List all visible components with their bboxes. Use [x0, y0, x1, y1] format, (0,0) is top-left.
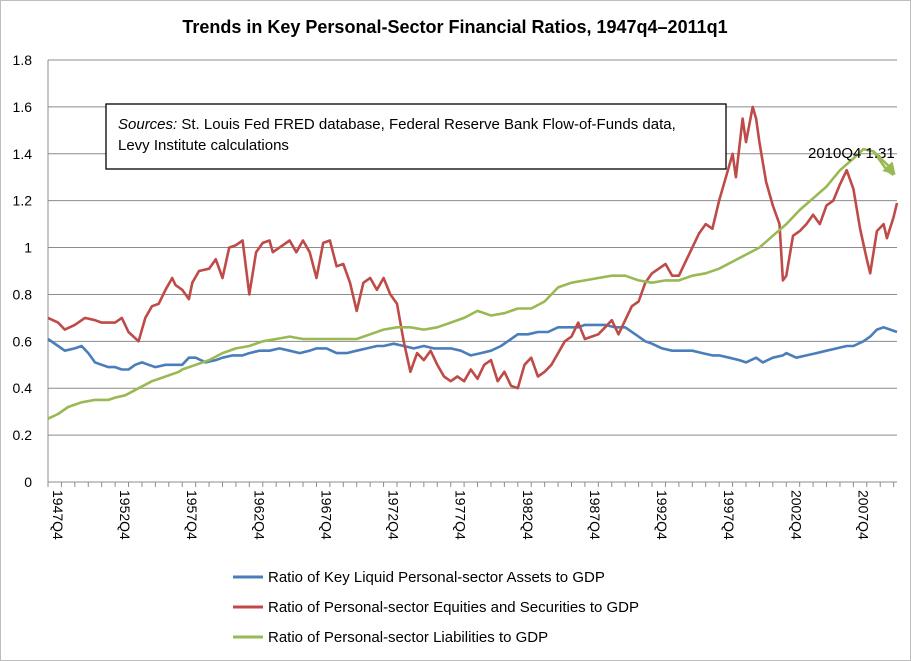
- y-tick-label: 0.6: [13, 333, 33, 349]
- source-box-border: [105, 103, 727, 170]
- x-tick-label: 1992Q4: [654, 490, 670, 540]
- x-tick-label: 1972Q4: [386, 490, 402, 540]
- y-tick-label: 1.2: [13, 193, 33, 209]
- y-tick-label: 1.4: [13, 146, 33, 162]
- x-tick-label: 1997Q4: [721, 490, 737, 540]
- annotation-arrowhead: [882, 161, 896, 175]
- x-tick-label: 2007Q4: [855, 490, 871, 540]
- y-tick-label: 1.6: [13, 99, 33, 115]
- y-tick-label: 0.8: [13, 286, 33, 302]
- annotation-label: 2010Q4 1.31: [808, 145, 895, 162]
- x-tick-label: 1962Q4: [251, 490, 267, 540]
- series-line-equities: [47, 105, 899, 390]
- series-line-liquid-assets: [47, 323, 898, 371]
- x-tick-label: 1982Q4: [520, 490, 536, 540]
- source-line-1: Sources: St. Louis Fed FRED database, Fe…: [118, 116, 676, 133]
- source-box: Sources: St. Louis Fed FRED database, Fe…: [105, 103, 727, 170]
- chart-title: Trends in Key Personal-Sector Financial …: [182, 17, 727, 37]
- legend-label: Ratio of Personal-sector Liabilities to …: [268, 629, 548, 646]
- x-tick-label: 1947Q4: [50, 490, 66, 540]
- y-tick-label: 0: [24, 474, 32, 490]
- y-tick-label: 0.4: [13, 380, 33, 396]
- legend: Ratio of Key Liquid Personal-sector Asse…: [233, 569, 639, 646]
- x-tick-label: 1957Q4: [184, 490, 200, 540]
- source-line-2: Levy Institute calculations: [118, 137, 289, 154]
- series-lines: [47, 105, 899, 420]
- y-tick-label: 0.2: [13, 427, 33, 443]
- legend-label: Ratio of Key Liquid Personal-sector Asse…: [268, 569, 605, 586]
- x-tick-label: 1977Q4: [453, 490, 469, 540]
- x-tick-label: 1952Q4: [117, 490, 133, 540]
- y-tick-label: 1.8: [13, 52, 33, 68]
- legend-label: Ratio of Personal-sector Equities and Se…: [268, 599, 639, 616]
- series-line-liabilities: [47, 147, 895, 420]
- x-axis: 1947Q4 1952Q4 1957Q4 1962Q4 1967Q4 1972Q4 1977…: [47, 60, 897, 540]
- x-tick-label: 2002Q4: [788, 490, 804, 540]
- y-axis-tick-labels: 0 0.2 0.4 0.6 0.8 1 1.2 1.4 1.6 1.8: [13, 52, 33, 490]
- source-label: Sources:: [118, 116, 177, 133]
- annotation: 2010Q4 1.31: [808, 145, 896, 175]
- x-tick-label: 1967Q4: [318, 490, 334, 540]
- y-tick-label: 1: [24, 240, 32, 256]
- source-text-1: St. Louis Fed FRED database, Federal Res…: [177, 116, 676, 133]
- x-tick-label: 1987Q4: [587, 490, 603, 540]
